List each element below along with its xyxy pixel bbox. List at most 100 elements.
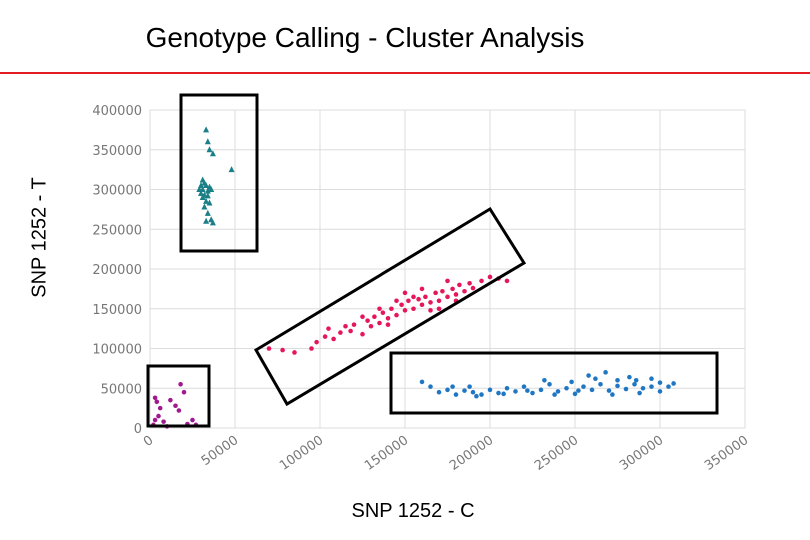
x-tick-label: 100000 xyxy=(277,433,326,474)
data-point-series-4 xyxy=(176,408,182,413)
data-point-series-3 xyxy=(479,392,484,397)
data-point-series-2 xyxy=(309,346,314,351)
data-point-series-2 xyxy=(436,298,442,304)
gridlines xyxy=(149,109,746,429)
data-point-series-3 xyxy=(593,376,598,382)
data-point-series-2 xyxy=(411,294,416,300)
data-point-series-3 xyxy=(450,384,455,389)
data-point-series-3 xyxy=(640,385,646,391)
data-point-series-3 xyxy=(603,370,608,375)
data-point-series-1 xyxy=(228,166,235,173)
data-point-series-3 xyxy=(542,378,547,383)
data-point-series-3 xyxy=(610,392,615,397)
data-point-series-2 xyxy=(419,286,425,292)
data-point-series-3 xyxy=(657,389,663,394)
data-point-series-3 xyxy=(436,389,442,395)
data-point-series-2 xyxy=(331,336,336,342)
data-point-series-3 xyxy=(649,384,654,389)
data-point-series-3 xyxy=(572,391,578,397)
data-point-series-3 xyxy=(467,384,472,389)
data-point-series-4 xyxy=(181,389,187,395)
data-point-series-3 xyxy=(598,381,603,387)
x-tick-label: 150000 xyxy=(362,433,411,474)
data-point-series-3 xyxy=(666,384,671,389)
cluster-box-3 xyxy=(389,351,719,415)
data-point-series-3 xyxy=(581,384,586,389)
data-point-series-2 xyxy=(399,302,404,308)
data-point-series-2 xyxy=(394,312,399,318)
data-point-series-2 xyxy=(450,286,455,292)
y-axis-title: SNP 1252 - T xyxy=(28,177,51,298)
data-point-series-2 xyxy=(338,330,343,335)
data-point-series-2 xyxy=(385,322,391,327)
data-point-series-3 xyxy=(586,373,591,378)
data-point-series-1 xyxy=(203,126,210,133)
data-point-series-3 xyxy=(501,391,506,397)
data-point-series-2 xyxy=(280,347,285,353)
data-point-series-4 xyxy=(161,419,166,424)
data-point-series-2 xyxy=(385,315,391,321)
data-point-series-3 xyxy=(462,388,467,393)
data-point-series-1 xyxy=(206,199,213,206)
data-point-series-1 xyxy=(201,203,208,210)
data-point-series-3 xyxy=(671,381,676,386)
data-point-series-4 xyxy=(156,413,161,419)
cluster-box-4 xyxy=(146,364,211,428)
data-point-series-4 xyxy=(178,381,183,387)
data-point-series-2 xyxy=(348,328,353,334)
data-point-series-2 xyxy=(360,331,365,337)
data-point-series-2 xyxy=(428,300,433,305)
data-point-series-1 xyxy=(204,192,211,199)
data-point-series-3 xyxy=(564,385,569,391)
data-point-series-4 xyxy=(168,397,173,403)
data-point-series-4 xyxy=(173,403,178,409)
data-point-series-2 xyxy=(433,290,438,296)
x-tick-label: 200000 xyxy=(447,433,496,474)
cluster-boxes xyxy=(146,93,719,428)
data-point-series-3 xyxy=(576,388,581,393)
data-point-series-2 xyxy=(351,322,357,327)
data-point-series-2 xyxy=(360,314,365,320)
data-point-series-1 xyxy=(203,182,210,189)
data-point-series-3 xyxy=(649,376,654,382)
data-point-series-3 xyxy=(419,379,425,385)
data-point-series-1 xyxy=(204,209,211,216)
data-point-series-2 xyxy=(462,288,467,294)
x-tick-label: 50000 xyxy=(199,433,241,469)
x-tick-label: 0 xyxy=(141,433,156,450)
data-point-series-2 xyxy=(504,278,510,284)
y-tick-label: 300000 xyxy=(92,184,142,199)
data-point-series-2 xyxy=(365,318,370,323)
data-point-series-3 xyxy=(428,384,433,389)
data-point-series-3 xyxy=(525,388,530,393)
y-tick-label: 400000 xyxy=(92,104,142,119)
data-point-series-2 xyxy=(406,298,411,304)
data-point-series-3 xyxy=(445,387,450,393)
data-point-series-1 xyxy=(209,150,216,157)
data-points xyxy=(151,126,676,429)
y-tick-label: 0 xyxy=(134,422,142,437)
y-tick-label: 100000 xyxy=(92,343,142,358)
data-point-series-2 xyxy=(380,310,386,316)
x-tick-label: 250000 xyxy=(532,433,581,474)
data-point-series-3 xyxy=(615,378,620,383)
data-point-series-4 xyxy=(152,417,158,423)
slide-title: Genotype Calling - Cluster Analysis xyxy=(145,22,585,53)
data-point-series-3 xyxy=(474,393,479,399)
data-point-series-2 xyxy=(322,334,328,339)
data-point-series-4 xyxy=(152,395,158,401)
data-point-series-3 xyxy=(569,379,574,385)
data-point-series-2 xyxy=(377,320,382,326)
data-point-series-2 xyxy=(402,290,408,296)
data-point-series-2 xyxy=(326,326,331,331)
data-point-series-2 xyxy=(436,306,442,312)
y-tick-label: 350000 xyxy=(92,144,142,159)
x-axis-title: SNP 1252 - C xyxy=(351,500,475,522)
data-point-series-2 xyxy=(411,306,416,312)
data-point-series-2 xyxy=(445,278,450,284)
x-tick-label: 350000 xyxy=(702,433,751,474)
data-point-series-3 xyxy=(589,387,595,393)
data-point-series-2 xyxy=(445,294,450,300)
data-point-series-2 xyxy=(266,346,272,351)
data-point-series-1 xyxy=(206,146,213,153)
